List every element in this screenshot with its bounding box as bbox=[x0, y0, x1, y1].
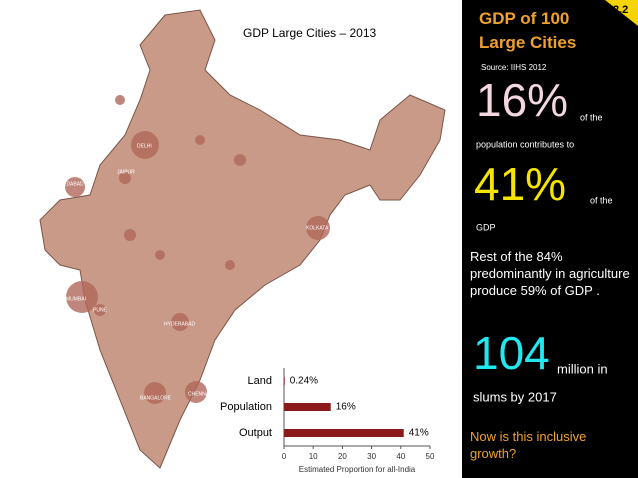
city-label: JAIPUR bbox=[117, 169, 135, 175]
y-tick-label: Population bbox=[220, 401, 272, 413]
city-label: HYDERABAD bbox=[164, 321, 196, 327]
stat-104: 104 bbox=[473, 327, 550, 379]
map-title: GDP Large Cities – 2013 bbox=[243, 26, 377, 40]
city-label: KOLKATA bbox=[306, 225, 329, 231]
badge: 2.2 bbox=[613, 4, 628, 16]
city-label: MUMBAI bbox=[66, 296, 86, 302]
stat-104-text: slums by 2017 bbox=[473, 389, 557, 404]
x-tick-label: 50 bbox=[426, 452, 435, 461]
question-box: Now is this inclusive growth? bbox=[470, 429, 587, 461]
x-tick-label: 0 bbox=[282, 452, 287, 461]
city-label: PUNE bbox=[93, 307, 108, 313]
india-map bbox=[39, 9, 446, 469]
stat-104-suffix: million in bbox=[557, 361, 608, 376]
bar bbox=[284, 429, 404, 437]
stat-16-suffix: of the bbox=[580, 112, 603, 122]
rest-box: Rest of the 84% predominantly in agricul… bbox=[470, 249, 630, 298]
stat-41: 41% bbox=[474, 158, 566, 210]
city-label: BANGALORE bbox=[140, 395, 172, 401]
stat-16-text: population contributes to bbox=[476, 139, 574, 149]
stat-16: 16% bbox=[476, 74, 568, 126]
x-tick-label: 10 bbox=[309, 452, 318, 461]
city-labels: DELHI JAIPUR AHMEDABAD KOLKATA MUMBAI PUNE HYD… bbox=[52, 143, 329, 401]
city-circles bbox=[65, 95, 330, 404]
question: Now is this inclusive growth? bbox=[470, 429, 587, 461]
bar bbox=[284, 403, 331, 411]
city-label: AHMEDABAD bbox=[52, 181, 84, 187]
city-label: CHENNAI bbox=[188, 391, 211, 397]
source: Source: IIHS 2012 bbox=[481, 63, 547, 72]
x-axis-label: Estimated Proportion for all-India bbox=[299, 465, 416, 474]
badge-shape bbox=[605, 0, 638, 26]
bar-chart: 0 10 20 30 40 50 Estimated Proportion for all-… bbox=[220, 368, 435, 474]
value-label: 0.24% bbox=[290, 376, 318, 387]
x-tick-label: 40 bbox=[396, 452, 405, 461]
y-tick-label: Output bbox=[239, 427, 272, 439]
value-label: 16% bbox=[336, 402, 356, 413]
y-tick-label: Land bbox=[248, 375, 272, 387]
value-label: 41% bbox=[409, 428, 429, 439]
city-label: DELHI bbox=[137, 143, 152, 149]
bar bbox=[284, 377, 285, 385]
stat-41-text: GDP bbox=[476, 222, 496, 232]
side-panel bbox=[462, 0, 638, 478]
rest-text: Rest of the 84% predominantly in agricul… bbox=[470, 249, 630, 298]
x-tick-label: 30 bbox=[367, 452, 376, 461]
x-tick-label: 20 bbox=[338, 452, 347, 461]
stat-41-suffix: of the bbox=[590, 195, 613, 205]
panel-title: GDP of 100 Large Cities bbox=[479, 9, 576, 52]
